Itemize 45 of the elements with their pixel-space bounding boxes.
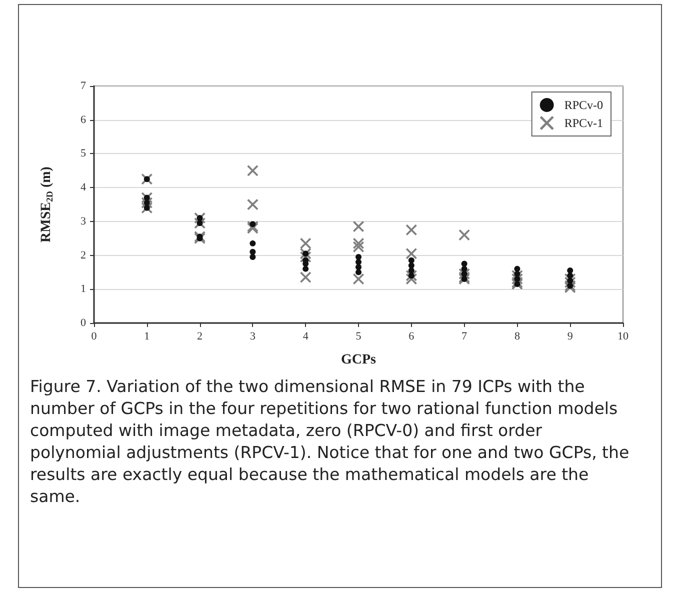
point (300, 272, 312, 283)
point (406, 224, 417, 236)
point (461, 260, 468, 267)
point (353, 241, 364, 252)
x-axis-title: GCPs (341, 352, 377, 368)
x-tick-label: 9 (567, 330, 574, 342)
point (353, 273, 364, 284)
y-tick-label: 7 (80, 80, 86, 92)
point (514, 266, 520, 272)
x-tick-label: 5 (356, 330, 362, 342)
point (250, 240, 256, 246)
point (408, 262, 414, 268)
point (408, 257, 414, 264)
y-tick-label: 6 (80, 114, 86, 126)
point (356, 264, 362, 270)
point (458, 229, 470, 240)
y-tick-label: 4 (80, 182, 86, 194)
point (247, 199, 258, 210)
x-tick-label: 10 (618, 330, 629, 342)
x-tick-label: 8 (514, 330, 520, 342)
point (300, 238, 312, 249)
y-tick-label: 3 (80, 215, 86, 228)
point (356, 254, 362, 260)
x-tick-label: 7 (462, 330, 468, 342)
point (406, 248, 417, 260)
point (302, 266, 309, 272)
y-tick-label: 0 (80, 317, 86, 329)
x-tick-label: 3 (250, 330, 256, 342)
y-tick-label: 2 (80, 249, 86, 262)
y-axis-title: RMSE2D (m) (39, 166, 54, 242)
legend-label: RPCv-1 (564, 116, 604, 130)
point (353, 221, 364, 232)
x-tick-label: 1 (144, 330, 150, 342)
y-tick-label: 1 (80, 283, 86, 296)
point (250, 248, 256, 255)
x-tick-label: 2 (197, 330, 203, 342)
point (356, 269, 362, 276)
y-tick-label: 5 (80, 148, 86, 160)
legend-label: RPCv-0 (564, 98, 604, 112)
x-tick-label: 6 (408, 330, 415, 342)
x-tick-label: 0 (91, 330, 98, 342)
caption: Figure 7. Variation of the two dimensional RMSE in 79 ICPs with the number of GCPs in the four repetitions for two rational function models computed with image metadata, zero (RPCV-0) and first order polynomial adjustments (RPCV-1). Notice that for one and two GCPs, the results are exactly equal because the mathematical models are the same. (30, 376, 630, 508)
point (461, 266, 468, 272)
point (247, 165, 258, 176)
x-tick-label: 4 (302, 330, 309, 342)
